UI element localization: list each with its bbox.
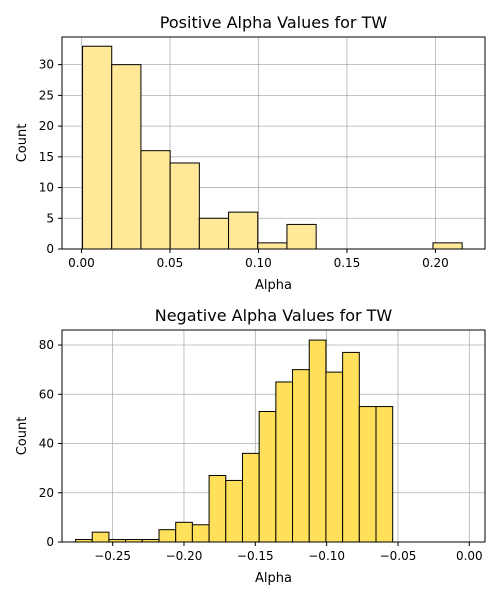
- y-tick-label: 60: [39, 387, 54, 401]
- x-tick-label: 0.00: [68, 256, 95, 270]
- positive-alpha-panel: 0.00 0.05 0.10 0.15 0.20 0 5 10 15 20 25 30 Positiv…: [15, 13, 486, 293]
- y-tick-label: 20: [39, 119, 54, 133]
- histogram-bar: [292, 369, 310, 543]
- y-tick-label: 30: [39, 58, 54, 72]
- histogram-bar: [257, 242, 288, 250]
- chart-title: Negative Alpha Values for TW: [155, 306, 393, 325]
- y-tick-label: 15: [39, 150, 54, 164]
- histogram-bar: [208, 475, 227, 543]
- histogram-bar: [191, 524, 210, 543]
- histogram-bar: [342, 351, 360, 543]
- y-tick-label: 20: [39, 486, 54, 500]
- histogram-bar: [241, 452, 260, 543]
- chart-title: Positive Alpha Values for TW: [160, 13, 388, 32]
- x-tick-label: −0.20: [166, 549, 203, 563]
- x-tick-label: 0.10: [245, 256, 272, 270]
- y-tick-label: 25: [39, 88, 54, 102]
- x-tick-label: −0.05: [380, 549, 417, 563]
- y-tick-label: 40: [39, 437, 54, 451]
- y-axis-label: Count: [15, 417, 30, 456]
- histogram-bar: [158, 529, 177, 543]
- histogram-bar: [140, 150, 171, 250]
- histogram-bar: [432, 242, 463, 250]
- y-tick-label: 0: [46, 242, 54, 256]
- y-tick-label: 5: [46, 211, 54, 225]
- histogram-bar: [258, 411, 277, 543]
- histogram-bar: [228, 211, 259, 250]
- histogram-bar: [275, 381, 294, 543]
- plot-frame: [61, 36, 486, 250]
- x-tick-label: −0.25: [94, 549, 131, 563]
- negative-alpha-panel: −0.25 −0.20 −0.15 −0.10 −0.05 0.00 0 20 40 60 80 N…: [15, 306, 486, 586]
- x-axis-label: Alpha: [255, 278, 292, 293]
- x-tick-label: −0.15: [237, 549, 274, 563]
- plot-frame: [61, 329, 486, 543]
- histogram-bar: [169, 162, 200, 250]
- x-tick-label: −0.10: [308, 549, 345, 563]
- histogram-bar: [308, 339, 327, 543]
- x-tick-label: 0.15: [334, 256, 361, 270]
- y-axis-label: Count: [15, 124, 30, 163]
- x-tick-label: 0.05: [157, 256, 184, 270]
- y-tick-label: 0: [46, 535, 54, 549]
- y-tick-label: 10: [39, 181, 54, 195]
- histogram-bar: [286, 223, 317, 250]
- histogram-bar: [175, 521, 193, 543]
- histogram-bar: [225, 479, 243, 543]
- y-tick-label: 80: [39, 338, 54, 352]
- histogram-bar: [375, 406, 394, 543]
- histogram-bar: [111, 64, 142, 250]
- histogram-bar: [82, 45, 113, 250]
- histogram-bar: [325, 371, 344, 543]
- histogram-bar: [91, 531, 110, 543]
- histogram-bar: [358, 406, 377, 543]
- x-axis-label: Alpha: [255, 571, 292, 586]
- histogram-bar: [198, 217, 230, 250]
- x-tick-label: 0.00: [456, 549, 483, 563]
- x-tick-label: 0.20: [422, 256, 449, 270]
